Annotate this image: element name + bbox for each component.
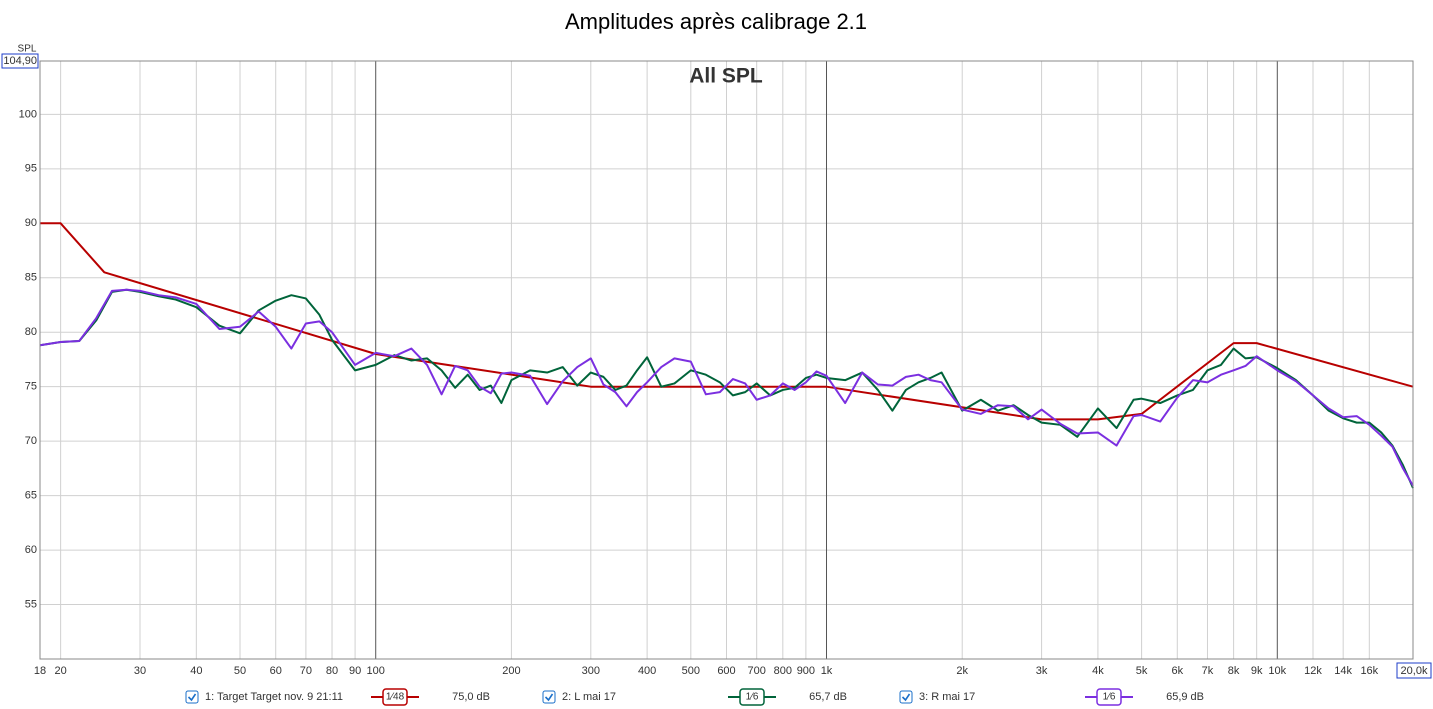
- legend-check: [187, 693, 197, 702]
- x-tick-label: 3k: [1036, 665, 1048, 677]
- legend-label: 2: L mai 17: [562, 691, 616, 703]
- x-tick-label: 50: [234, 665, 246, 677]
- x-tick-label: 16k: [1360, 665, 1378, 677]
- x-tick-label: 18: [34, 665, 46, 677]
- series-line: [40, 222, 1414, 421]
- legend-item: 1: Target Target nov. 9 21:11 1⁄48 75,0 dB: [185, 688, 490, 706]
- x-tick-label: 70: [300, 665, 312, 677]
- x-tick-label: 4k: [1092, 665, 1104, 677]
- legend-checkbox[interactable]: [542, 690, 556, 704]
- x-tick-label: 30: [134, 665, 146, 677]
- legend-checkbox[interactable]: [185, 690, 199, 704]
- x-tick-label: 400: [638, 665, 656, 677]
- y-tick-label: 75: [25, 381, 37, 393]
- x-tick-label: 300: [582, 665, 600, 677]
- legend-readout: 65,7 dB: [809, 691, 847, 703]
- x-tick-label: 600: [717, 665, 735, 677]
- plot-frame: [39, 60, 1414, 660]
- x-tick-label: 900: [797, 665, 815, 677]
- x-tick-label: 60: [270, 665, 282, 677]
- legend-label: 3: R mai 17: [919, 691, 975, 703]
- x-tick-label: 14k: [1334, 665, 1352, 677]
- y-tick-label: 95: [25, 163, 37, 175]
- series-line: [39, 288, 1414, 487]
- legend-checkbox[interactable]: [899, 690, 913, 704]
- x-tick-label: 500: [682, 665, 700, 677]
- y-tick-label: 100: [19, 108, 37, 120]
- legend-readout: 65,9 dB: [1166, 691, 1204, 703]
- x-tick-label: 6k: [1171, 665, 1183, 677]
- y-tick-label: 65: [25, 490, 37, 502]
- smoothing-box[interactable]: [382, 688, 408, 706]
- smoothing-box[interactable]: [739, 688, 765, 706]
- x-tick-label: 800: [774, 665, 792, 677]
- x-tick-label: 5k: [1136, 665, 1148, 677]
- legend-check: [901, 693, 911, 702]
- y-tick-label: 55: [25, 598, 37, 610]
- x-tick-label: 2k: [956, 665, 968, 677]
- x-tick-label: 20: [55, 665, 67, 677]
- x-tick-label: 200: [502, 665, 520, 677]
- legend-item: 3: R mai 17 1⁄6 65,9 dB: [899, 688, 1204, 706]
- legend-check: [544, 693, 554, 702]
- smoothing-label: 1⁄48: [386, 692, 405, 703]
- x-tick-label: 700: [747, 665, 765, 677]
- x-tick-label: 90: [349, 665, 361, 677]
- x-tick-label: 10k: [1268, 665, 1286, 677]
- y-tick-label: 70: [25, 435, 37, 447]
- x-tick-label: 100: [367, 665, 385, 677]
- x-tick-label: 8k: [1228, 665, 1240, 677]
- chart-subtitle: All SPL: [689, 65, 763, 88]
- legend-readout: 75,0 dB: [452, 691, 490, 703]
- x-tick-label: 7k: [1202, 665, 1214, 677]
- smoothing-label: 1⁄6: [746, 692, 759, 703]
- y-tick-label: 104,90: [3, 55, 37, 67]
- chart-title: Amplitudes après calibrage 2.1: [565, 9, 867, 34]
- x-tick-label: 1k: [821, 665, 833, 677]
- x-tick-label: 9k: [1251, 665, 1263, 677]
- smoothing-box[interactable]: [1096, 688, 1122, 706]
- y-tick-label: 80: [25, 326, 37, 338]
- x-tick-label: 80: [326, 665, 338, 677]
- x-tick-label: 40: [190, 665, 202, 677]
- legend-label: 1: Target Target nov. 9 21:11: [205, 691, 343, 703]
- smoothing-label: 1⁄6: [1103, 692, 1116, 703]
- y-tick-label: 90: [25, 217, 37, 229]
- x-tick-label: 20,0k: [1401, 665, 1428, 677]
- legend-item: 2: L mai 17 1⁄6 65,7 dB: [542, 688, 847, 706]
- legend: 1: Target Target nov. 9 21:11 1⁄48 75,0 dB…: [185, 688, 1204, 706]
- y-tick-label: 85: [25, 272, 37, 284]
- series-line: [39, 288, 1414, 489]
- y-axis-label: SPL: [18, 44, 37, 55]
- tick-label-box: [1, 53, 39, 69]
- x-tick-label: 12k: [1304, 665, 1322, 677]
- plot: [39, 222, 1414, 489]
- tick-label-box: [1396, 662, 1432, 679]
- y-tick-label: 60: [25, 544, 37, 556]
